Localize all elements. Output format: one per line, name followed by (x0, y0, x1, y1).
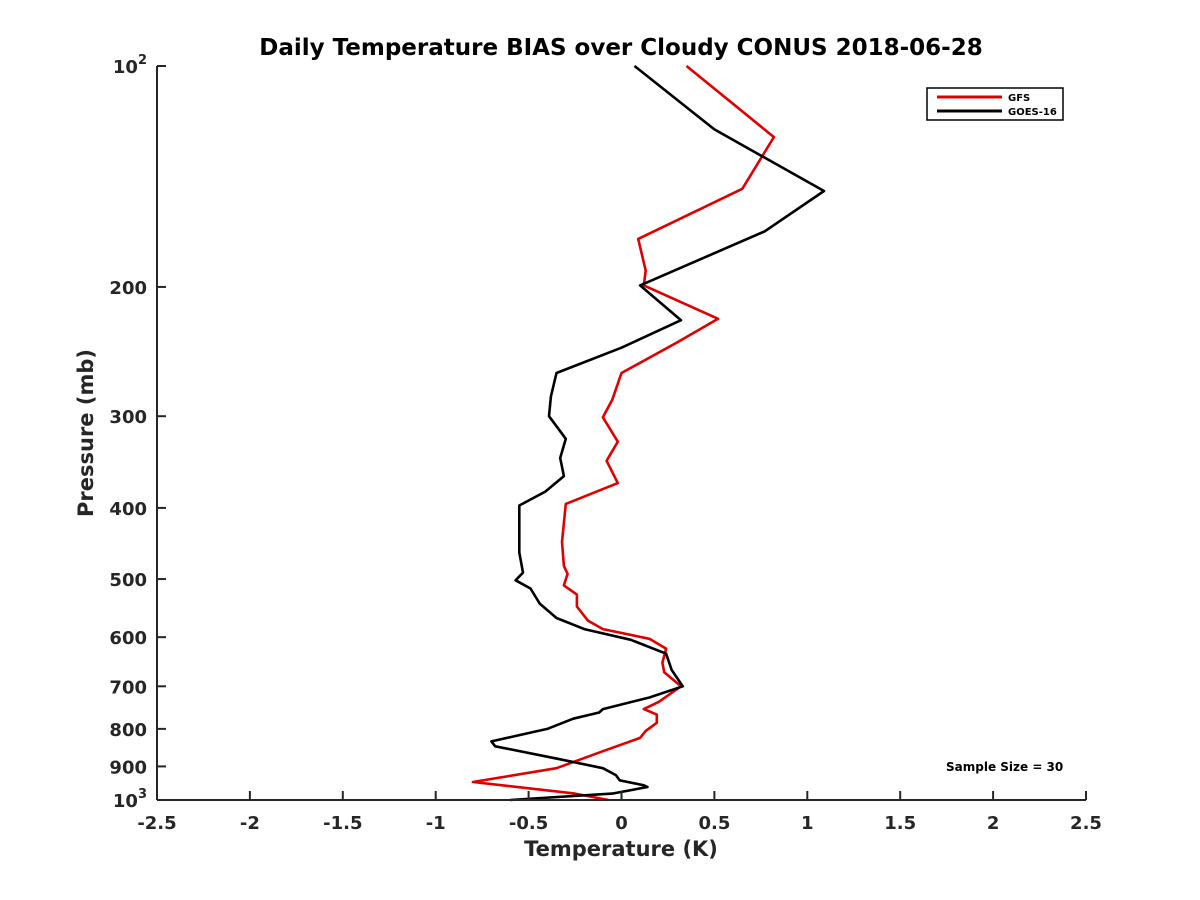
y-tick-label: 600 (109, 628, 147, 649)
legend: GFS GOES-16 (926, 87, 1064, 121)
series-line-goes16 (490, 64, 826, 802)
y-tick-label: 102 (113, 53, 147, 78)
y-tick-label: 400 (109, 499, 147, 520)
y-axis-label: Pressure (mb) (74, 349, 98, 517)
x-tick-label: -2.5 (137, 813, 176, 834)
series-layer (471, 64, 826, 802)
legend-label-goes16: GOES-16 (1008, 107, 1057, 118)
x-axis-ticks: -2.5 -2 -1.5 -1 -0.5 0 0.5 1 1.5 2 2.5 (137, 791, 1102, 834)
sample-size-annotation: Sample Size = 30 (946, 760, 1063, 774)
x-tick-label: 1 (801, 813, 814, 834)
x-tick-label: 2 (987, 813, 1000, 834)
y-tick-label: 300 (109, 407, 147, 428)
y-tick-label: 500 (109, 570, 147, 591)
x-tick-label: 2.5 (1070, 813, 1102, 834)
x-tick-label: -2 (240, 813, 260, 834)
x-tick-label: 0.5 (698, 813, 730, 834)
x-tick-label: 1.5 (884, 813, 916, 834)
x-axis-label: Temperature (K) (524, 837, 718, 861)
y-tick-label: 900 (109, 757, 147, 778)
y-tick-label: 103 (113, 787, 147, 812)
y-tick-label: 200 (109, 278, 147, 299)
chart-title: Daily Temperature BIAS over Cloudy CONUS… (259, 35, 982, 61)
x-tick-label: 0 (615, 813, 628, 834)
legend-box (926, 87, 1064, 121)
y-tick-label: 700 (109, 677, 147, 698)
y-axis-ticks: 102 200 300 400 500 600 700 800 900 103 (109, 53, 166, 812)
y-tick-label: 800 (109, 720, 147, 741)
legend-label-gfs: GFS (1008, 93, 1030, 104)
x-tick-label: -1.5 (323, 813, 362, 834)
x-tick-label: -0.5 (509, 813, 548, 834)
x-tick-label: -1 (426, 813, 446, 834)
series-line-gfs (471, 64, 776, 802)
